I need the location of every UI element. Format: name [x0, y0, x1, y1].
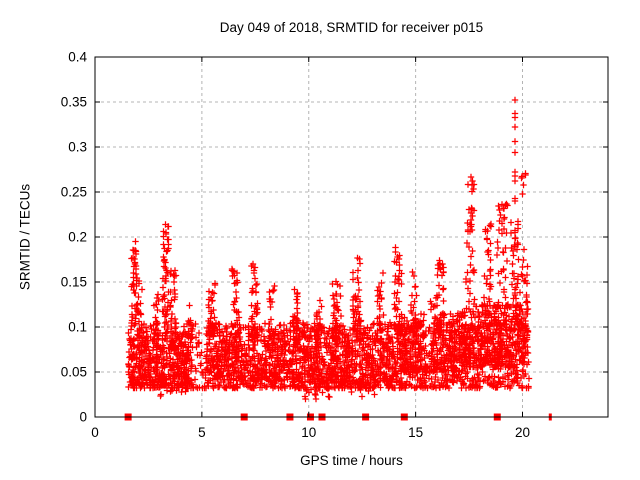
y-tick-label: 0.25 [61, 185, 87, 200]
x-tick-label: 0 [91, 425, 99, 440]
y-tick-label: 0.2 [68, 230, 87, 245]
x-tick-label: 10 [301, 425, 316, 440]
x-tick-label: 20 [515, 425, 530, 440]
y-tick-label: 0 [79, 410, 87, 425]
y-tick-label: 0.3 [68, 140, 87, 155]
x-tick-label: 5 [198, 425, 206, 440]
x-tick-label: 15 [408, 425, 423, 440]
x-axis-label: GPS time / hours [300, 453, 403, 468]
y-tick-label: 0.4 [68, 50, 87, 65]
chart-title: Day 049 of 2018, SRMTID for receiver p01… [219, 20, 484, 35]
y-tick-label: 0.15 [61, 275, 87, 290]
y-tick-label: 0.1 [68, 320, 87, 335]
data-points-plus-markers [125, 96, 533, 403]
y-tick-label: 0.35 [61, 95, 87, 110]
y-tick-label: 0.05 [61, 365, 87, 380]
